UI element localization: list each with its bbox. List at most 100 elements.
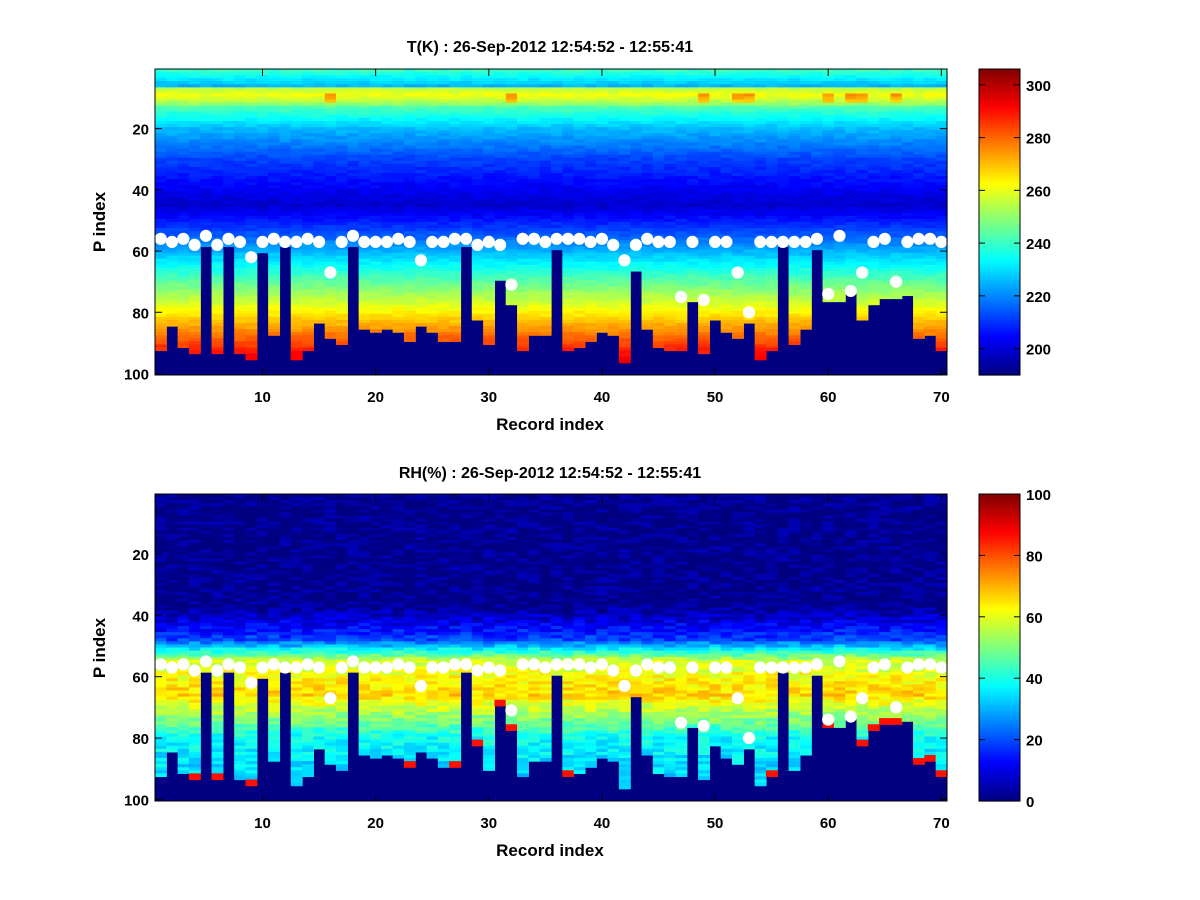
heatmap-cell [177, 252, 190, 257]
heatmap-cell [528, 117, 541, 122]
heatmap-cell [381, 182, 394, 186]
heatmap-cell [686, 292, 699, 297]
heatmap-cell [358, 249, 371, 254]
heatmap-cell [290, 99, 303, 104]
heatmap-cell [517, 163, 529, 168]
heatmap-cell [630, 166, 643, 171]
heatmap-cell [618, 267, 631, 272]
heatmap-cell [698, 332, 710, 336]
heatmap-cell [698, 114, 710, 119]
heatmap-cell [754, 78, 767, 82]
heatmap-cell [675, 270, 688, 275]
heatmap-cell [358, 307, 371, 312]
heatmap-cell [234, 169, 247, 174]
heatmap-cell [426, 75, 439, 79]
heatmap-cell [494, 69, 507, 73]
heatmap-cell [652, 246, 665, 251]
heatmap-cell [596, 301, 609, 306]
heatmap-cell [449, 148, 462, 153]
heatmap-cell [754, 203, 767, 208]
heatmap-cell [630, 157, 643, 162]
heatmap-cell [437, 277, 450, 281]
heatmap-cell [551, 200, 563, 205]
heatmap-cell [200, 90, 213, 95]
heatmap-cell [245, 169, 258, 174]
heatmap-cell [166, 289, 179, 293]
heatmap-cell [799, 322, 812, 327]
heatmap-cell [698, 139, 710, 144]
heatmap-cell [505, 130, 518, 134]
heatmap-cell [426, 130, 439, 134]
heatmap-cell [426, 301, 439, 306]
heatmap-cell [460, 87, 473, 92]
heatmap-cell [505, 218, 518, 223]
heatmap-cell [618, 222, 631, 226]
heatmap-cell [211, 203, 224, 208]
heatmap-cell [302, 93, 314, 98]
heatmap-cell [517, 78, 529, 82]
heatmap-cell [686, 78, 699, 82]
heatmap-cell [494, 151, 507, 156]
heatmap-cell [754, 200, 767, 205]
heatmap-cell [799, 231, 812, 235]
heatmap-cell [505, 197, 518, 202]
heatmap-cell [290, 212, 303, 217]
heatmap-cell [686, 176, 699, 180]
heatmap-cell [765, 212, 778, 217]
heatmap-cell [494, 154, 507, 159]
heatmap-cell [336, 255, 348, 260]
heatmap-cell [188, 332, 201, 336]
heatmap-cell [437, 298, 450, 303]
heatmap-cell [234, 252, 247, 257]
heatmap-cell [403, 87, 416, 92]
heatmap-cell [517, 133, 529, 137]
heatmap-cell [765, 111, 778, 116]
heatmap-cell [177, 185, 190, 189]
heatmap-cell [211, 176, 224, 180]
heatmap-cell [222, 117, 235, 122]
heatmap-cell [720, 130, 733, 134]
heatmap-cell [426, 209, 439, 214]
heatmap-cell [573, 96, 586, 101]
heatmap-cell [483, 212, 496, 217]
heatmap-cell [403, 124, 416, 128]
heatmap-cell [584, 218, 597, 223]
heatmap-cell [426, 212, 439, 217]
heatmap-cell [799, 108, 812, 113]
heatmap-cell [562, 267, 575, 272]
heatmap-cell [324, 240, 337, 245]
heatmap-cell [539, 283, 552, 287]
heatmap-cell [177, 225, 190, 229]
heatmap-cell [618, 87, 631, 92]
heatmap-cell [573, 292, 586, 297]
heatmap-cell [369, 261, 382, 266]
heatmap-cell [652, 163, 665, 168]
heatmap-cell [403, 215, 416, 220]
heatmap-cell [551, 173, 563, 177]
heatmap-cell [754, 301, 767, 306]
heatmap-cell [415, 160, 428, 165]
heatmap-cell [698, 338, 710, 342]
heatmap-cell [618, 335, 631, 339]
heatmap-cell [369, 304, 382, 309]
heatmap-cell [324, 231, 337, 235]
heatmap-cell [618, 307, 631, 312]
heatmap-cell [437, 304, 450, 309]
heatmap-cell [562, 225, 575, 229]
heatmap-cell [539, 105, 552, 110]
heatmap-cell [290, 225, 303, 229]
heatmap-cell [426, 191, 439, 196]
heatmap-cell [573, 280, 586, 284]
heatmap-cell [302, 87, 314, 92]
heatmap-cell [245, 215, 258, 220]
heatmap-cell [596, 264, 609, 269]
heatmap-cell [765, 99, 778, 104]
heatmap-cell [200, 209, 213, 214]
heatmap-cell [562, 102, 575, 107]
heatmap-cell [483, 270, 496, 275]
heatmap-cell [381, 111, 394, 116]
heatmap-cell [211, 338, 224, 342]
heatmap-cell [426, 203, 439, 208]
heatmap-cell [403, 322, 416, 327]
heatmap-cell [426, 264, 439, 269]
